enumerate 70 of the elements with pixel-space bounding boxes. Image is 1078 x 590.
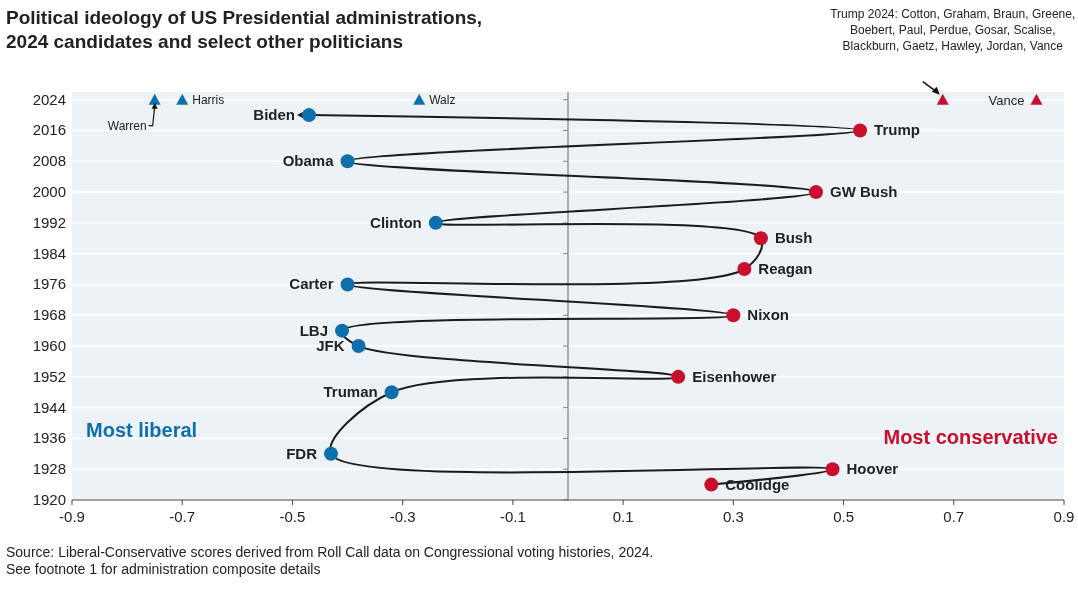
annotation: Coolidge bbox=[725, 475, 790, 493]
point bbox=[809, 185, 823, 200]
annotation: FDR bbox=[286, 444, 318, 462]
point bbox=[704, 477, 719, 492]
annotation: Harris bbox=[192, 92, 225, 107]
y-tick-label: 2000 bbox=[32, 183, 66, 201]
annotation: Truman bbox=[323, 383, 378, 401]
point bbox=[413, 93, 426, 105]
annotation: Trump bbox=[874, 121, 920, 139]
x-tick-label: 0.3 bbox=[722, 508, 744, 525]
point bbox=[726, 308, 741, 323]
point bbox=[340, 154, 355, 169]
chart-title: Political ideology of US Presidential administrations, 2024 candidates and select other politicians bbox=[6, 7, 483, 52]
point bbox=[825, 462, 840, 477]
x-tick-label: 0.9 bbox=[1053, 508, 1075, 525]
x-tick-label: -0.9 bbox=[59, 508, 85, 525]
point bbox=[301, 108, 316, 123]
annotation: LBJ bbox=[299, 321, 329, 339]
y-tick-label: 1936 bbox=[32, 429, 66, 447]
annotation: Biden bbox=[253, 106, 295, 124]
x-tick-label: 0.7 bbox=[943, 508, 965, 525]
point bbox=[428, 215, 443, 230]
point bbox=[853, 123, 868, 138]
y-tick-label: 1952 bbox=[32, 367, 66, 385]
annotation: Vance bbox=[988, 92, 1025, 108]
annotation: Walz bbox=[429, 92, 456, 107]
x-tick-label: -0.1 bbox=[499, 508, 526, 525]
x-tick-label: -0.3 bbox=[389, 508, 416, 525]
x-tick-label: 0.1 bbox=[612, 508, 634, 525]
annotation: Most liberal bbox=[86, 418, 198, 441]
x-tick-label: -0.7 bbox=[169, 508, 196, 525]
point bbox=[335, 323, 350, 338]
point bbox=[176, 93, 189, 105]
y-tick-label: 1920 bbox=[32, 491, 66, 508]
y-tick-label: 1944 bbox=[32, 398, 66, 416]
y-tick-label: 2016 bbox=[32, 121, 66, 139]
y-tick-label: 1968 bbox=[32, 306, 66, 324]
annotation: Carter bbox=[289, 275, 334, 293]
point bbox=[324, 446, 339, 461]
point bbox=[148, 93, 161, 105]
x-tick-label: -0.5 bbox=[279, 508, 306, 525]
annotation: JFK bbox=[316, 337, 345, 355]
point bbox=[936, 93, 949, 105]
source-note: Source: Liberal-Conservative scores derived from Roll Call data on Congressional voting histories, 2024. See footnote 1 for administration composite details bbox=[6, 544, 654, 577]
y-tick-label: 1984 bbox=[32, 244, 66, 262]
annotation: Warren bbox=[107, 118, 147, 133]
y-tick-label: 2008 bbox=[32, 152, 66, 170]
point bbox=[737, 262, 752, 277]
y-tick-label: 2024 bbox=[32, 90, 66, 108]
point bbox=[671, 369, 686, 384]
x-tick-label: 0.5 bbox=[833, 508, 854, 525]
point bbox=[351, 339, 366, 354]
annotation: GW Bush bbox=[830, 183, 898, 201]
annotation: Nixon bbox=[747, 306, 790, 324]
y-tick-label: 1928 bbox=[32, 460, 66, 478]
annotation: Hoover bbox=[846, 460, 899, 478]
annotation: Clinton bbox=[370, 213, 422, 231]
y-tick-label: 1976 bbox=[32, 275, 66, 293]
annotation: Bush bbox=[774, 229, 813, 247]
point bbox=[384, 385, 399, 400]
y-tick-label: 1960 bbox=[32, 337, 66, 355]
y-tick-label: 1992 bbox=[32, 213, 66, 231]
annotation: Eisenhower bbox=[692, 367, 777, 385]
point bbox=[340, 277, 355, 292]
annotation: Obama bbox=[282, 152, 335, 170]
point bbox=[753, 231, 768, 246]
text: Trump 2024: Cotton, Graham, Braun, Greene, Boebert, Paul, Perdue, Gosar, Scalise, Blackburn, Gaetz, Hawley, Jordan, Vance bbox=[830, 7, 1076, 53]
annotation: Reagan bbox=[758, 260, 813, 278]
point bbox=[1030, 93, 1043, 105]
annotation: Most conservative bbox=[883, 426, 1058, 449]
